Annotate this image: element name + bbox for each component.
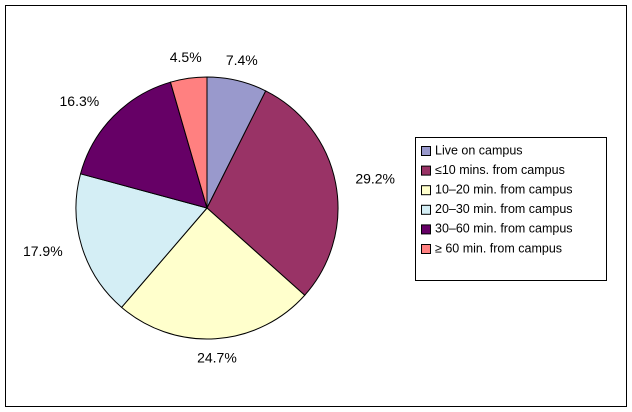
legend-swatch bbox=[421, 165, 431, 176]
legend-label: 30–60 min. from campus bbox=[435, 222, 573, 236]
legend-swatch bbox=[421, 146, 431, 156]
legend-label: 20–30 min. from campus bbox=[435, 202, 573, 216]
data-label: 29.2% bbox=[355, 170, 395, 186]
legend-swatch bbox=[421, 224, 431, 235]
data-label: 7.4% bbox=[226, 52, 258, 68]
pie-slice bbox=[75, 173, 208, 309]
pie-slice bbox=[120, 207, 306, 340]
legend-label: ≥ 60 min. from campus bbox=[435, 241, 562, 255]
legend-label: 10–20 min. from campus bbox=[435, 182, 573, 196]
pie-slice bbox=[79, 81, 208, 209]
legend-label: ≤10 mins. from campus bbox=[435, 163, 565, 177]
pie-slice bbox=[206, 90, 339, 296]
data-label: 24.7% bbox=[197, 349, 237, 365]
data-label: 4.5% bbox=[170, 49, 202, 65]
legend-label: Live on campus bbox=[435, 143, 523, 157]
pie-slice bbox=[169, 76, 208, 209]
legend-box bbox=[415, 137, 607, 281]
legend-swatch bbox=[421, 204, 431, 215]
legend-swatch bbox=[421, 185, 431, 196]
data-label: 16.3% bbox=[60, 93, 100, 109]
data-label: 17.9% bbox=[23, 243, 63, 259]
legend-swatch bbox=[421, 244, 431, 254]
